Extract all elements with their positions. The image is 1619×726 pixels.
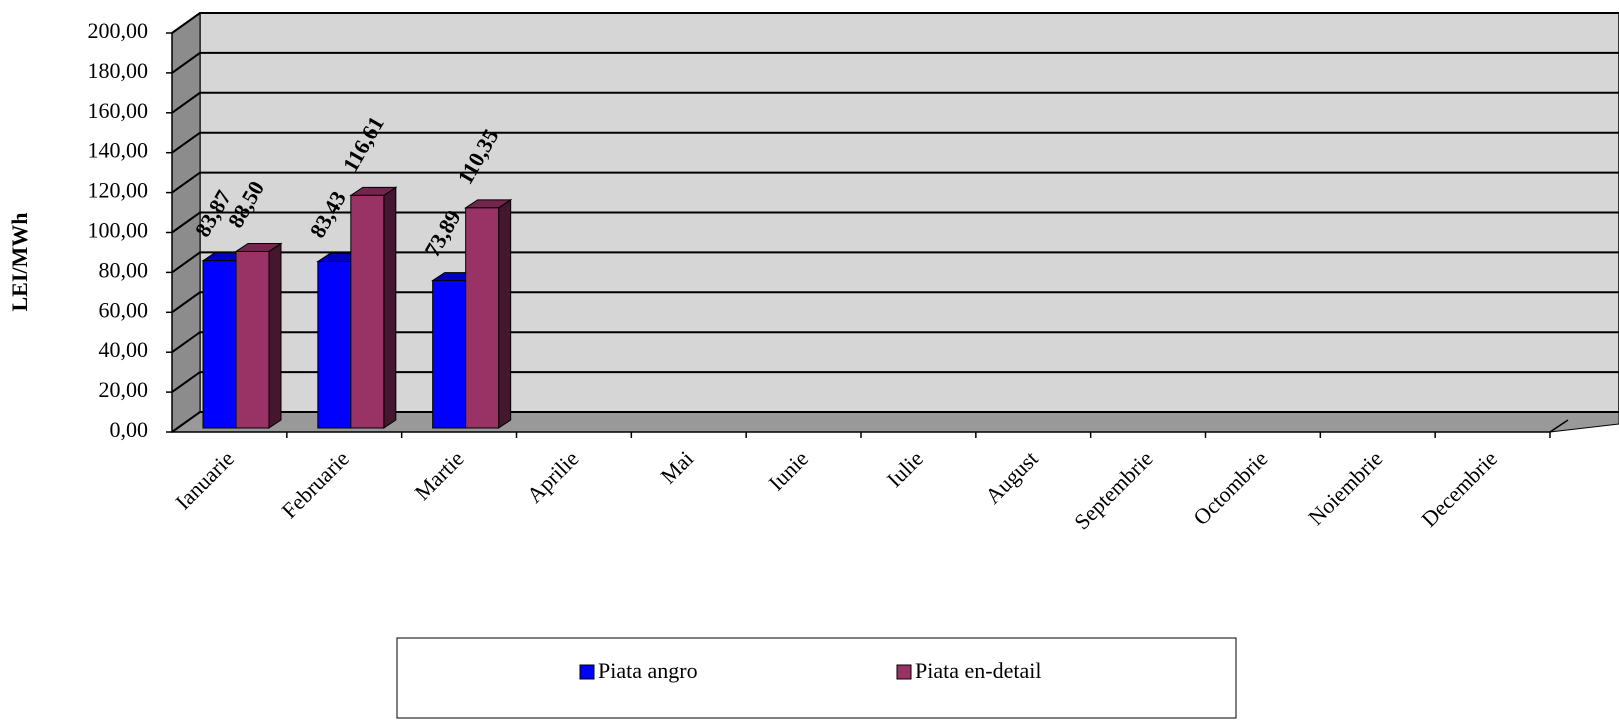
legend-label: Piata en-detail [915,658,1041,683]
y-tick-label: 200,00 [88,18,149,43]
bar-side [498,198,512,429]
bar-front [432,280,467,429]
grid-line [171,371,1619,393]
y-tick-label: 100,00 [88,218,149,243]
x-tick-label: Ianuarie [170,446,239,515]
grid-line [171,131,1619,154]
y-tick-label: 60,00 [99,297,149,322]
bar [349,186,398,429]
legend-swatch [896,664,912,680]
bar-front [235,250,270,429]
x-tick-label: Noiembrie [1303,446,1387,530]
grid-line [171,51,1619,74]
x-tick-label: Februarie [277,446,354,523]
bar-front [350,194,385,429]
y-axis-title: LEI/MWh [7,212,32,311]
grid-line [171,91,1619,114]
grid-line [171,12,1619,34]
x-tick-label: Martie [409,446,468,505]
bar-side [268,242,282,429]
bar-front [202,260,237,429]
legend-label: Piata angro [598,658,698,683]
x-tick-label: Aprilie [522,446,584,508]
bar-front [317,261,352,429]
y-tick-label: 160,00 [88,98,149,123]
grid-line [171,291,1619,314]
legend-swatch [579,664,595,680]
bar-front [465,207,500,429]
bar [464,198,513,429]
x-tick-label: Decembrie [1416,446,1502,532]
grid-line [171,171,1619,194]
grid-line [171,411,1619,433]
y-tick-label: 40,00 [99,337,149,362]
x-axis-depth [1549,419,1569,433]
x-tick-label: August [980,446,1043,509]
y-tick-label: 0,00 [110,417,149,442]
x-tick-label: Mai [656,446,699,489]
x-tick-label: Octombrie [1188,446,1272,530]
y-tick-label: 180,00 [88,58,149,83]
x-tick-label: Septembrie [1069,446,1158,535]
x-tick-label: Iunie [763,446,813,496]
y-tick-label: 80,00 [99,257,149,282]
grid-line [171,211,1619,234]
bar-side [383,186,397,429]
x-tick-label: Iulie [882,446,928,492]
y-tick-label: 120,00 [88,178,149,203]
grid-line [171,251,1619,274]
y-tick-label: 20,00 [99,377,149,402]
bar [234,242,283,429]
grid-line [171,331,1619,354]
y-tick-label: 140,00 [88,138,149,163]
legend-box [396,637,1237,719]
